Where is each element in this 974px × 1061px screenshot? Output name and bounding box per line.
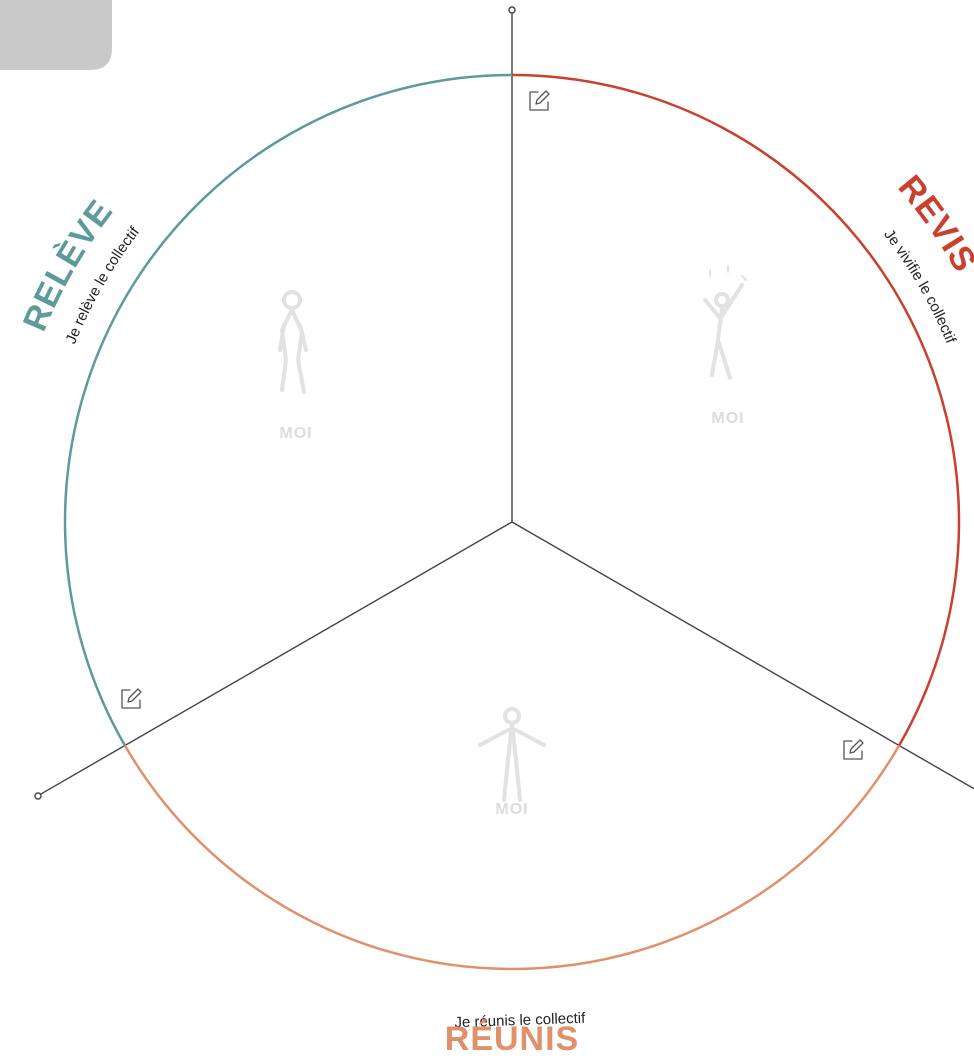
figure-label: MOI: [495, 801, 528, 818]
arc-reunis: [123, 744, 901, 971]
figure-label: MOI: [279, 425, 312, 442]
edit-icon[interactable]: [529, 90, 550, 111]
figure-revis: [703, 265, 747, 380]
figure-label: MOI: [711, 410, 744, 427]
figure-releve: [278, 290, 308, 394]
axis-end: [34, 792, 42, 800]
arc-releve: [63, 73, 513, 747]
arc-revis: [511, 73, 961, 747]
edit-icon[interactable]: [121, 688, 142, 709]
axes: [34, 6, 974, 800]
axis-right: [511, 521, 974, 790]
segment-subtitle: Je réunis le collectif: [454, 1010, 586, 1032]
axis-left: [40, 521, 513, 795]
corner-tab: [0, 0, 112, 70]
edit-icon[interactable]: [843, 739, 864, 760]
figure-reunis: [478, 707, 546, 802]
segment-title: RÉUNIS: [445, 1020, 579, 1058]
axis-end: [508, 6, 516, 14]
